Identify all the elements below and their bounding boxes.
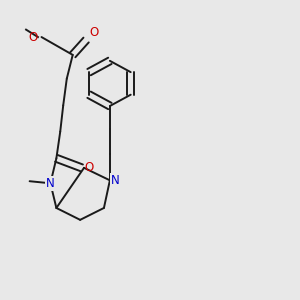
Text: N: N: [46, 177, 55, 190]
Text: O: O: [29, 31, 38, 44]
Text: O: O: [85, 161, 94, 174]
Text: N: N: [111, 174, 120, 187]
Text: O: O: [89, 26, 98, 38]
